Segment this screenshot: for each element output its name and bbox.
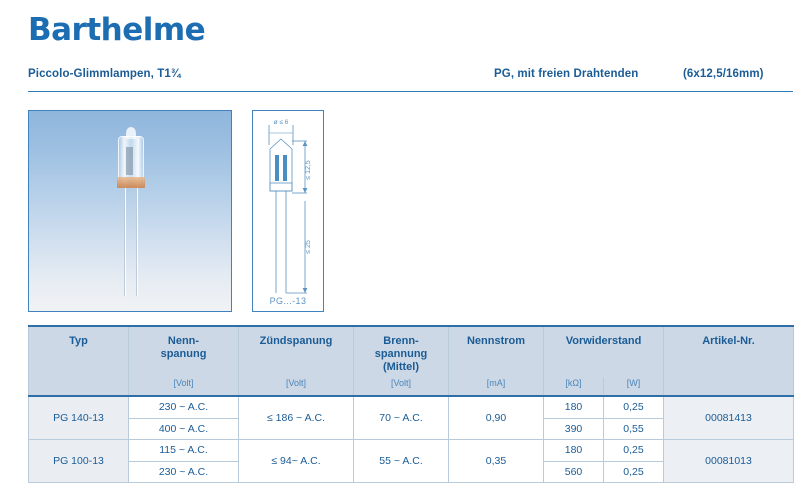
cell-zuendspanung: ≤ 94~ A.C. bbox=[238, 439, 354, 483]
cell-nennspanung: 115 ~ A.C. 230 ~ A.C. bbox=[128, 439, 239, 483]
cell-zuendspanung: ≤ 186 ~ A.C. bbox=[238, 395, 354, 440]
technical-drawing: ø ≤ 6 ≤ 12,5 ≤ 25 PG...-13 bbox=[252, 110, 324, 312]
col-header-brennspannung-line1: Brenn- bbox=[383, 335, 419, 347]
col-header-vorwiderstand-text: Vorwiderstand bbox=[565, 335, 642, 347]
cell-vorwiderstand-p-value-1: 0,25 bbox=[623, 444, 644, 456]
cell-vorwiderstand-p-value-2: 0,25 bbox=[604, 461, 663, 482]
total-length-dimension-label: ≤ 25 bbox=[305, 240, 312, 254]
col-header-nennspanung-line2: spanung bbox=[160, 348, 207, 360]
cell-brennspannung: 70 ~ A.C. bbox=[353, 395, 449, 440]
cell-artikelnr: 00081013 bbox=[663, 439, 794, 483]
cell-vorwiderstand-p: 0,25 0,55 bbox=[603, 395, 664, 440]
col-header-nennstrom: Nennstrom [mA] bbox=[448, 325, 544, 397]
cell-typ: PG 100-13 bbox=[28, 439, 129, 483]
technical-drawing-svg: ø ≤ 6 ≤ 12,5 ≤ 25 bbox=[268, 119, 312, 294]
cell-typ: PG 140-13 bbox=[28, 395, 129, 440]
cell-vorwiderstand-r: 180 560 bbox=[543, 439, 604, 483]
col-header-brennspannung: Brenn- spannung (Mittel) [Volt] bbox=[353, 325, 449, 397]
col-header-nennspanung-line1: Nenn- bbox=[167, 335, 200, 347]
specification-table: Typ Nenn- spanung [Volt] Zündspanung [Vo… bbox=[28, 325, 794, 483]
col-header-nennspanung: Nenn- spanung [Volt] bbox=[128, 325, 239, 397]
cell-nennstrom: 0,90 bbox=[448, 395, 544, 440]
col-header-brennspannung-line3: (Mittel) bbox=[382, 361, 420, 373]
cell-vorwiderstand-r: 180 390 bbox=[543, 395, 604, 440]
col-header-zuendspanung: Zündspanung [Volt] bbox=[238, 325, 354, 397]
body-length-dimension-label: ≤ 12,5 bbox=[305, 160, 312, 180]
col-header-nennstrom-text: Nennstrom bbox=[466, 335, 526, 347]
cell-vorwiderstand-p-value-1: 0,25 bbox=[623, 401, 644, 413]
cell-nennspanung-value-1: 230 ~ A.C. bbox=[158, 401, 209, 413]
cell-vorwiderstand-r-value-1: 180 bbox=[564, 444, 583, 456]
col-unit-zuendspanung: [Volt] bbox=[285, 378, 306, 388]
col-unit-vorwiderstand-r: [kΩ] bbox=[565, 378, 582, 388]
product-dimensions-label: (6x12,5/16mm) bbox=[683, 68, 764, 80]
bulb-lead-wire-right bbox=[136, 188, 138, 296]
col-header-zuendspanung-line1: Zündspanung bbox=[259, 335, 333, 347]
cell-brennspannung: 55 ~ A.C. bbox=[353, 439, 449, 483]
subtitle-band: Piccolo-Glimmlampen, T1¾ PG, mit freien … bbox=[28, 68, 793, 92]
cell-nennstrom: 0,35 bbox=[448, 439, 544, 483]
col-header-brennspannung-line2: spannung bbox=[374, 348, 428, 360]
diameter-dimension-label: ø ≤ 6 bbox=[274, 119, 289, 126]
cell-nennspanung-value-2: 400 ~ A.C. bbox=[129, 418, 238, 439]
table-row: PG 100-13 115 ~ A.C. 230 ~ A.C. ≤ 94~ A.… bbox=[28, 439, 794, 483]
cell-nennspanung: 230 ~ A.C. 400 ~ A.C. bbox=[128, 395, 239, 440]
table-row: PG 140-13 230 ~ A.C. 400 ~ A.C. ≤ 186 ~ … bbox=[28, 395, 794, 440]
col-unit-nennstrom: [mA] bbox=[486, 378, 506, 388]
bulb-tip-shape bbox=[126, 127, 136, 139]
cell-vorwiderstand-r-value-2: 390 bbox=[544, 418, 603, 439]
col-header-vorwiderstand-units: [kΩ] [W] bbox=[544, 377, 663, 394]
cell-vorwiderstand-p: 0,25 0,25 bbox=[603, 439, 664, 483]
drawing-caption: PG...-13 bbox=[269, 296, 307, 306]
cell-vorwiderstand-p-value-2: 0,55 bbox=[604, 418, 663, 439]
product-family-label: Piccolo-Glimmlampen, T1¾ bbox=[28, 68, 181, 80]
cell-vorwiderstand-r-value-2: 560 bbox=[544, 461, 603, 482]
cell-vorwiderstand-r-value-1: 180 bbox=[564, 401, 583, 413]
col-unit-brennspannung: [Volt] bbox=[390, 378, 411, 388]
product-photo bbox=[28, 110, 232, 312]
col-header-typ: Typ bbox=[28, 325, 129, 397]
bulb-electrode-shape bbox=[126, 147, 133, 175]
col-unit-nennspanung: [Volt] bbox=[173, 378, 194, 388]
product-variant-label: PG, mit freien Drahtenden bbox=[494, 68, 639, 80]
cell-nennspanung-value-1: 115 ~ A.C. bbox=[159, 444, 208, 456]
col-unit-vorwiderstand-p: [W] bbox=[603, 377, 663, 394]
cell-artikelnr: 00081413 bbox=[663, 395, 794, 440]
col-header-vorwiderstand: Vorwiderstand [kΩ] [W] bbox=[543, 325, 664, 397]
bulb-base-shape bbox=[117, 177, 145, 188]
table-header-row: Typ Nenn- spanung [Volt] Zündspanung [Vo… bbox=[28, 325, 794, 397]
cell-nennspanung-value-2: 230 ~ A.C. bbox=[129, 461, 238, 482]
col-header-artikelnr: Artikel-Nr. bbox=[663, 325, 794, 397]
brand-logo: Barthelme bbox=[28, 10, 206, 50]
bulb-lead-wire-left bbox=[124, 188, 126, 296]
brand-logo-text: Barthelme bbox=[28, 12, 206, 48]
